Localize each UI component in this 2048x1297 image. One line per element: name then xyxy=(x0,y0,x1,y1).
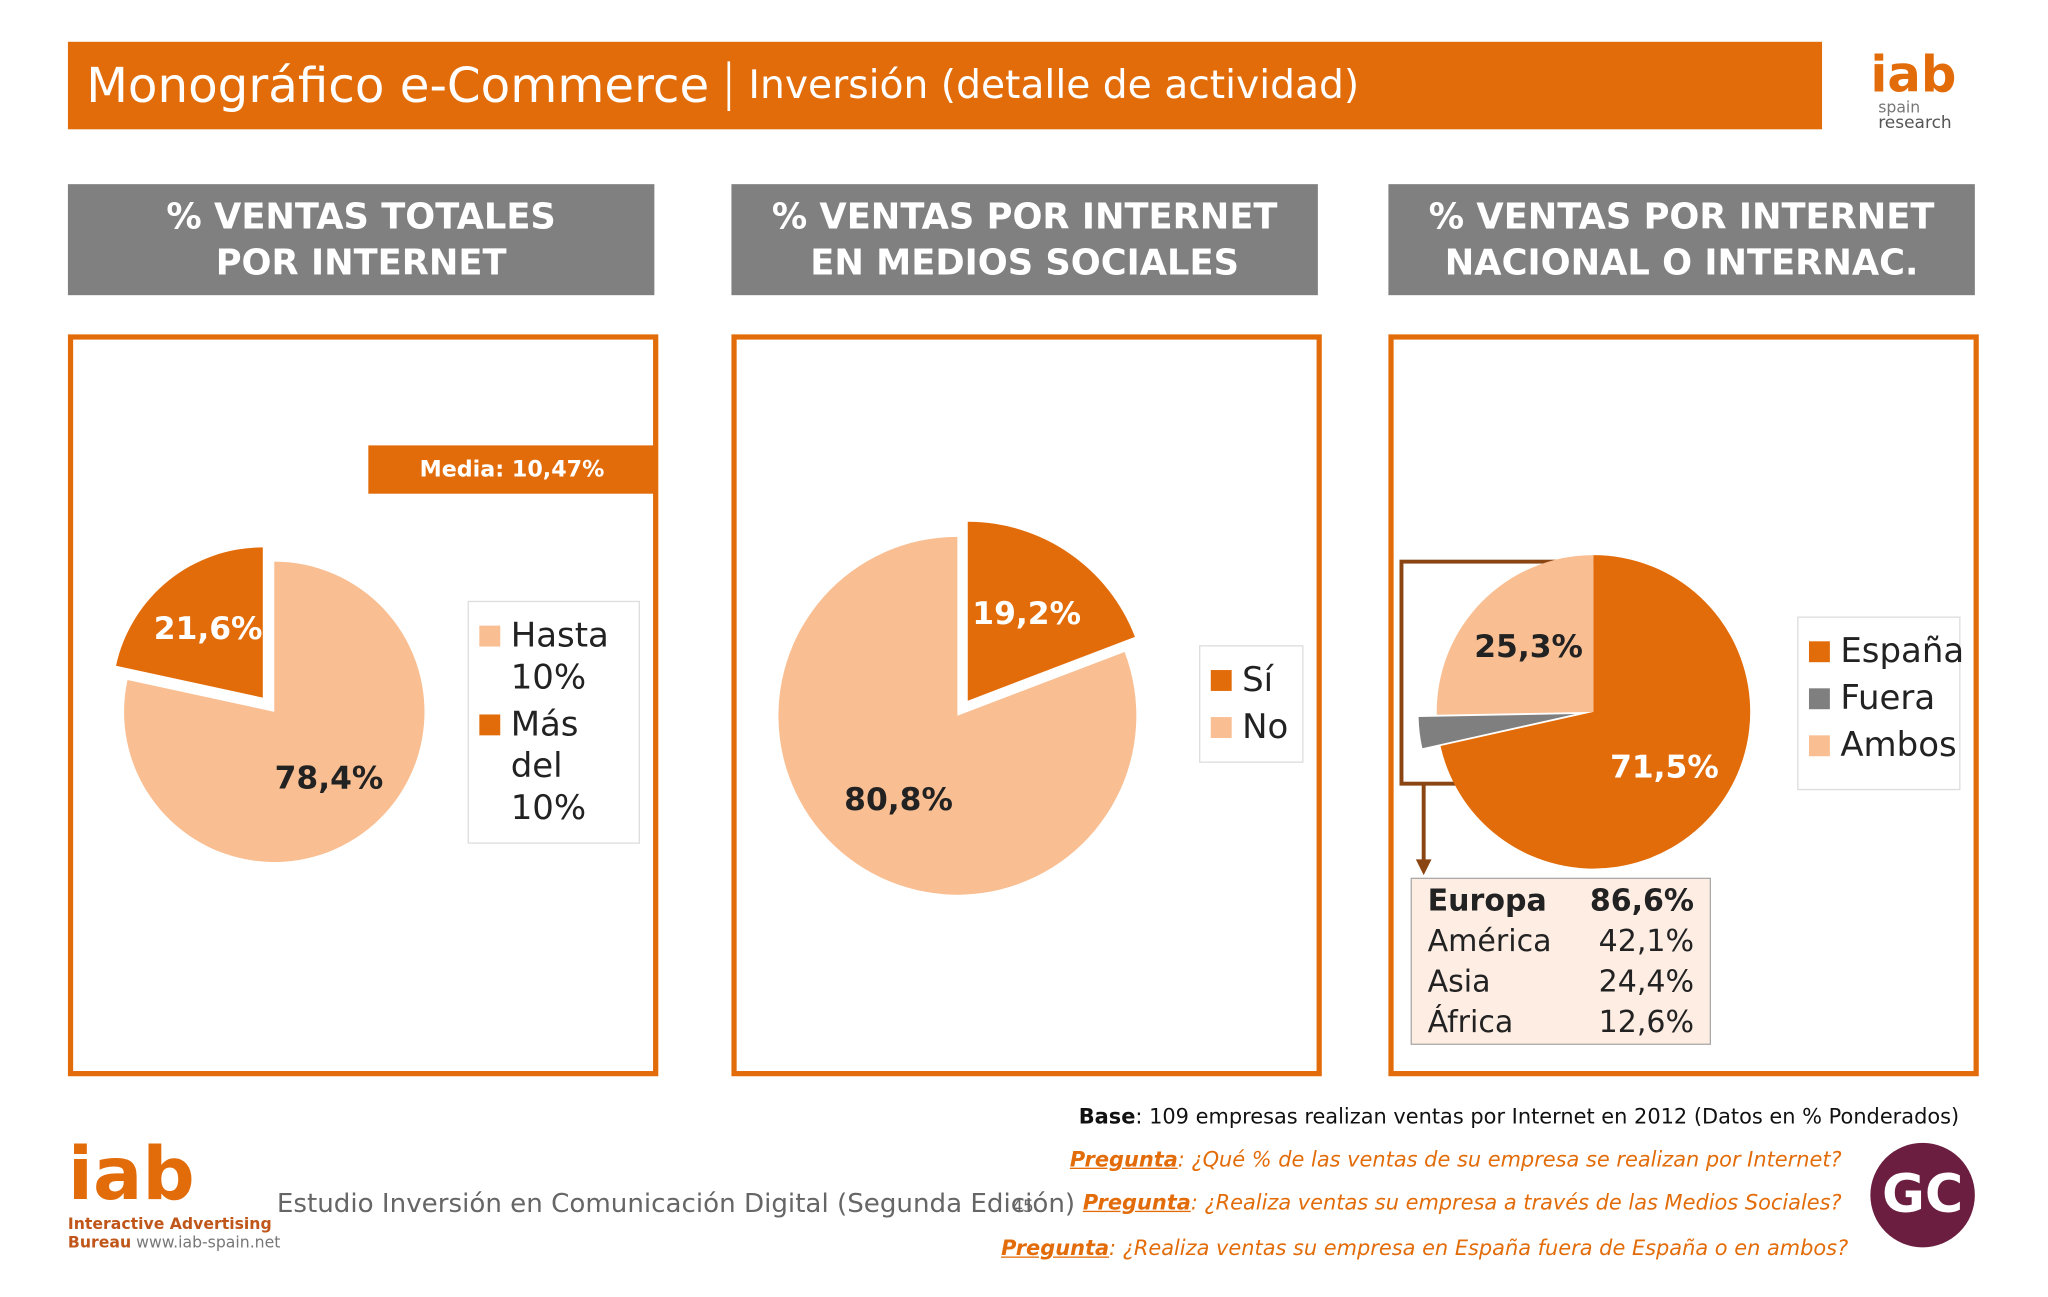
subtitle: Inversión (detalle de actividad) xyxy=(748,62,1360,109)
table-cell: 12,6% xyxy=(1598,1005,1695,1040)
legend-label: Ambos xyxy=(1840,726,1957,766)
question: Pregunta: ¿Realiza ventas su empresa a t… xyxy=(1083,1190,1842,1215)
title: Monográfico e-Commerce xyxy=(86,57,710,114)
legend-swatch xyxy=(479,625,501,647)
chart-frame xyxy=(731,334,1322,1077)
detail-table: Europa 86,6% América 42,1% Asia 24,4% África 12… xyxy=(1410,877,1712,1045)
table-cell: Asia xyxy=(1427,965,1491,1000)
legend: España Fuera Ambos xyxy=(1797,616,1964,791)
legend: Sí No xyxy=(1199,645,1304,763)
value-label: 19,2% xyxy=(972,596,1081,632)
logo-line: research xyxy=(1878,113,1952,134)
legend-swatch xyxy=(1808,641,1830,663)
logo-text: iab xyxy=(1870,45,1957,104)
legend-item: Más del 10% xyxy=(479,704,628,829)
pie-slice xyxy=(1418,714,1576,749)
question-text: : ¿Realiza ventas su empresa en España f… xyxy=(1109,1235,1849,1261)
pie-slice xyxy=(778,536,1137,895)
question-text: : ¿Qué % de las ventas de su empresa se … xyxy=(1177,1146,1842,1172)
legend-label: Sí xyxy=(1242,660,1274,701)
badge: GC xyxy=(1870,1142,1975,1248)
legend-swatch xyxy=(1210,670,1232,691)
question: Pregunta: ¿Qué % de las ventas de su emp… xyxy=(1070,1147,1842,1172)
legend-label: España xyxy=(1840,632,1965,672)
logo-line: Bureau xyxy=(67,1232,132,1252)
base-text: : 109 empresas realizan ventas por Inter… xyxy=(1135,1103,1960,1129)
legend-item: No xyxy=(1210,707,1292,749)
legend-label: Más del 10% xyxy=(510,705,587,829)
separator xyxy=(727,60,731,111)
logo-text: iab xyxy=(67,1132,195,1218)
legend-swatch xyxy=(1808,688,1830,710)
base-note: Base: 109 empresas realizan ventas por I… xyxy=(1079,1104,1959,1129)
chart-title: % VENTAS POR INTERNET EN MEDIOS SOCIALES xyxy=(731,184,1318,296)
chart-frame xyxy=(1388,334,1979,1077)
legend-item: Ambos xyxy=(1808,725,1957,767)
table-cell: 24,4% xyxy=(1598,965,1695,1000)
pie-slice xyxy=(1440,555,1751,869)
table-cell: Europa xyxy=(1427,884,1547,919)
table-cell: América xyxy=(1427,924,1552,959)
legend-label: No xyxy=(1242,707,1289,748)
pie-slice xyxy=(124,561,425,863)
table-row: Europa 86,6% xyxy=(1428,882,1694,922)
legend-swatch xyxy=(479,714,501,736)
pie-slice xyxy=(967,521,1135,701)
logo-url: www.iab-spain.net xyxy=(136,1232,281,1252)
base-label: Base xyxy=(1078,1103,1136,1129)
logo-line: spain xyxy=(1878,97,1921,117)
pie-slice xyxy=(116,547,263,698)
legend-item: Sí xyxy=(1210,660,1292,702)
value-label: 71,5% xyxy=(1610,750,1719,786)
legend-item: Hasta 10% xyxy=(479,615,628,699)
arrow-head xyxy=(1415,859,1432,876)
annotation: Media: 10,47% xyxy=(368,445,656,494)
table-cell: 42,1% xyxy=(1598,924,1695,959)
logo-bottom: iab Interactive Advertising Bureau www.i… xyxy=(67,1132,281,1252)
legend-swatch xyxy=(1808,735,1830,757)
value-label: 80,8% xyxy=(844,782,953,818)
table-row: Asia 24,4% xyxy=(1428,963,1694,1003)
value-label: 78,4% xyxy=(275,761,384,797)
question-label: Pregunta xyxy=(1001,1235,1110,1261)
legend-label: Fuera xyxy=(1840,679,1936,719)
logo-top: iab spain research xyxy=(1870,50,1974,132)
header-bar: Monográfico e-Commerce Inversión (detall… xyxy=(67,41,1823,130)
study-name: Estudio Inversión en Comunicación Digita… xyxy=(276,1187,1076,1219)
legend-swatch xyxy=(1210,717,1232,738)
page-number: 45 xyxy=(1012,1197,1034,1218)
table-row: África 12,6% xyxy=(1428,1003,1694,1043)
chart-title: % VENTAS POR INTERNET NACIONAL O INTERNA… xyxy=(1388,184,1975,296)
legend-item: España xyxy=(1808,631,1964,673)
chart-frame xyxy=(67,334,659,1077)
value-label: 21,6% xyxy=(154,611,263,647)
value-label: 25,3% xyxy=(1474,629,1583,665)
legend-label: Hasta 10% xyxy=(510,616,609,698)
table-cell: 86,6% xyxy=(1589,884,1695,919)
question-label: Pregunta xyxy=(1069,1146,1178,1172)
legend-item: Fuera xyxy=(1808,678,1949,720)
legend: Hasta 10% Más del 10% xyxy=(467,600,640,844)
pie-slice xyxy=(1436,555,1594,715)
table-cell: África xyxy=(1427,1005,1514,1040)
logo-line: Interactive Advertising xyxy=(67,1214,272,1233)
chart-title: % VENTAS TOTALES POR INTERNET xyxy=(67,184,655,296)
question-text: : ¿Realiza ventas su empresa a través de… xyxy=(1190,1189,1842,1215)
question-label: Pregunta xyxy=(1082,1189,1191,1215)
table-row: América 42,1% xyxy=(1428,922,1694,962)
question: Pregunta: ¿Realiza ventas su empresa en … xyxy=(1001,1236,1848,1261)
